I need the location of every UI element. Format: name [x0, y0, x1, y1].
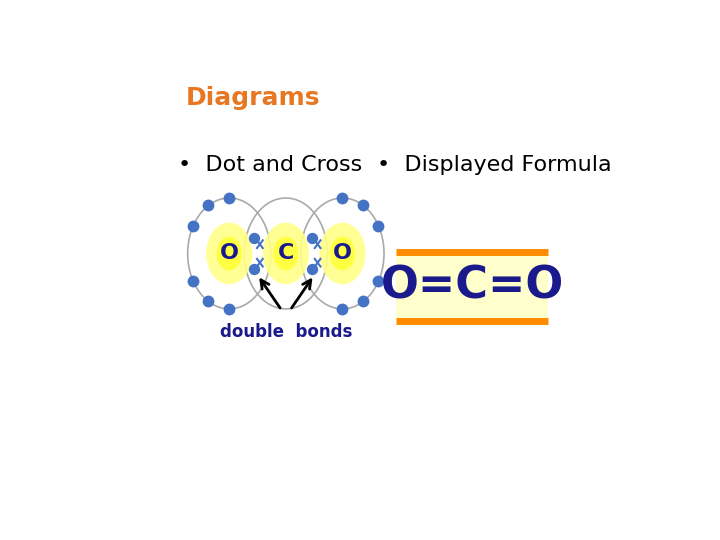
Text: O: O: [333, 244, 352, 264]
Ellipse shape: [273, 237, 299, 271]
Text: •  Dot and Cross: • Dot and Cross: [178, 154, 362, 174]
Ellipse shape: [217, 237, 242, 271]
Ellipse shape: [330, 237, 355, 271]
Text: O=C=O: O=C=O: [380, 265, 564, 308]
Ellipse shape: [320, 222, 366, 284]
Text: •  Displayed Formula: • Displayed Formula: [377, 154, 612, 174]
Bar: [396, 252, 548, 321]
Ellipse shape: [206, 222, 252, 284]
Text: Diagrams: Diagrams: [186, 85, 320, 110]
Text: double  bonds: double bonds: [220, 323, 352, 341]
Ellipse shape: [263, 222, 309, 284]
Text: C: C: [278, 244, 294, 264]
Text: O: O: [220, 244, 239, 264]
